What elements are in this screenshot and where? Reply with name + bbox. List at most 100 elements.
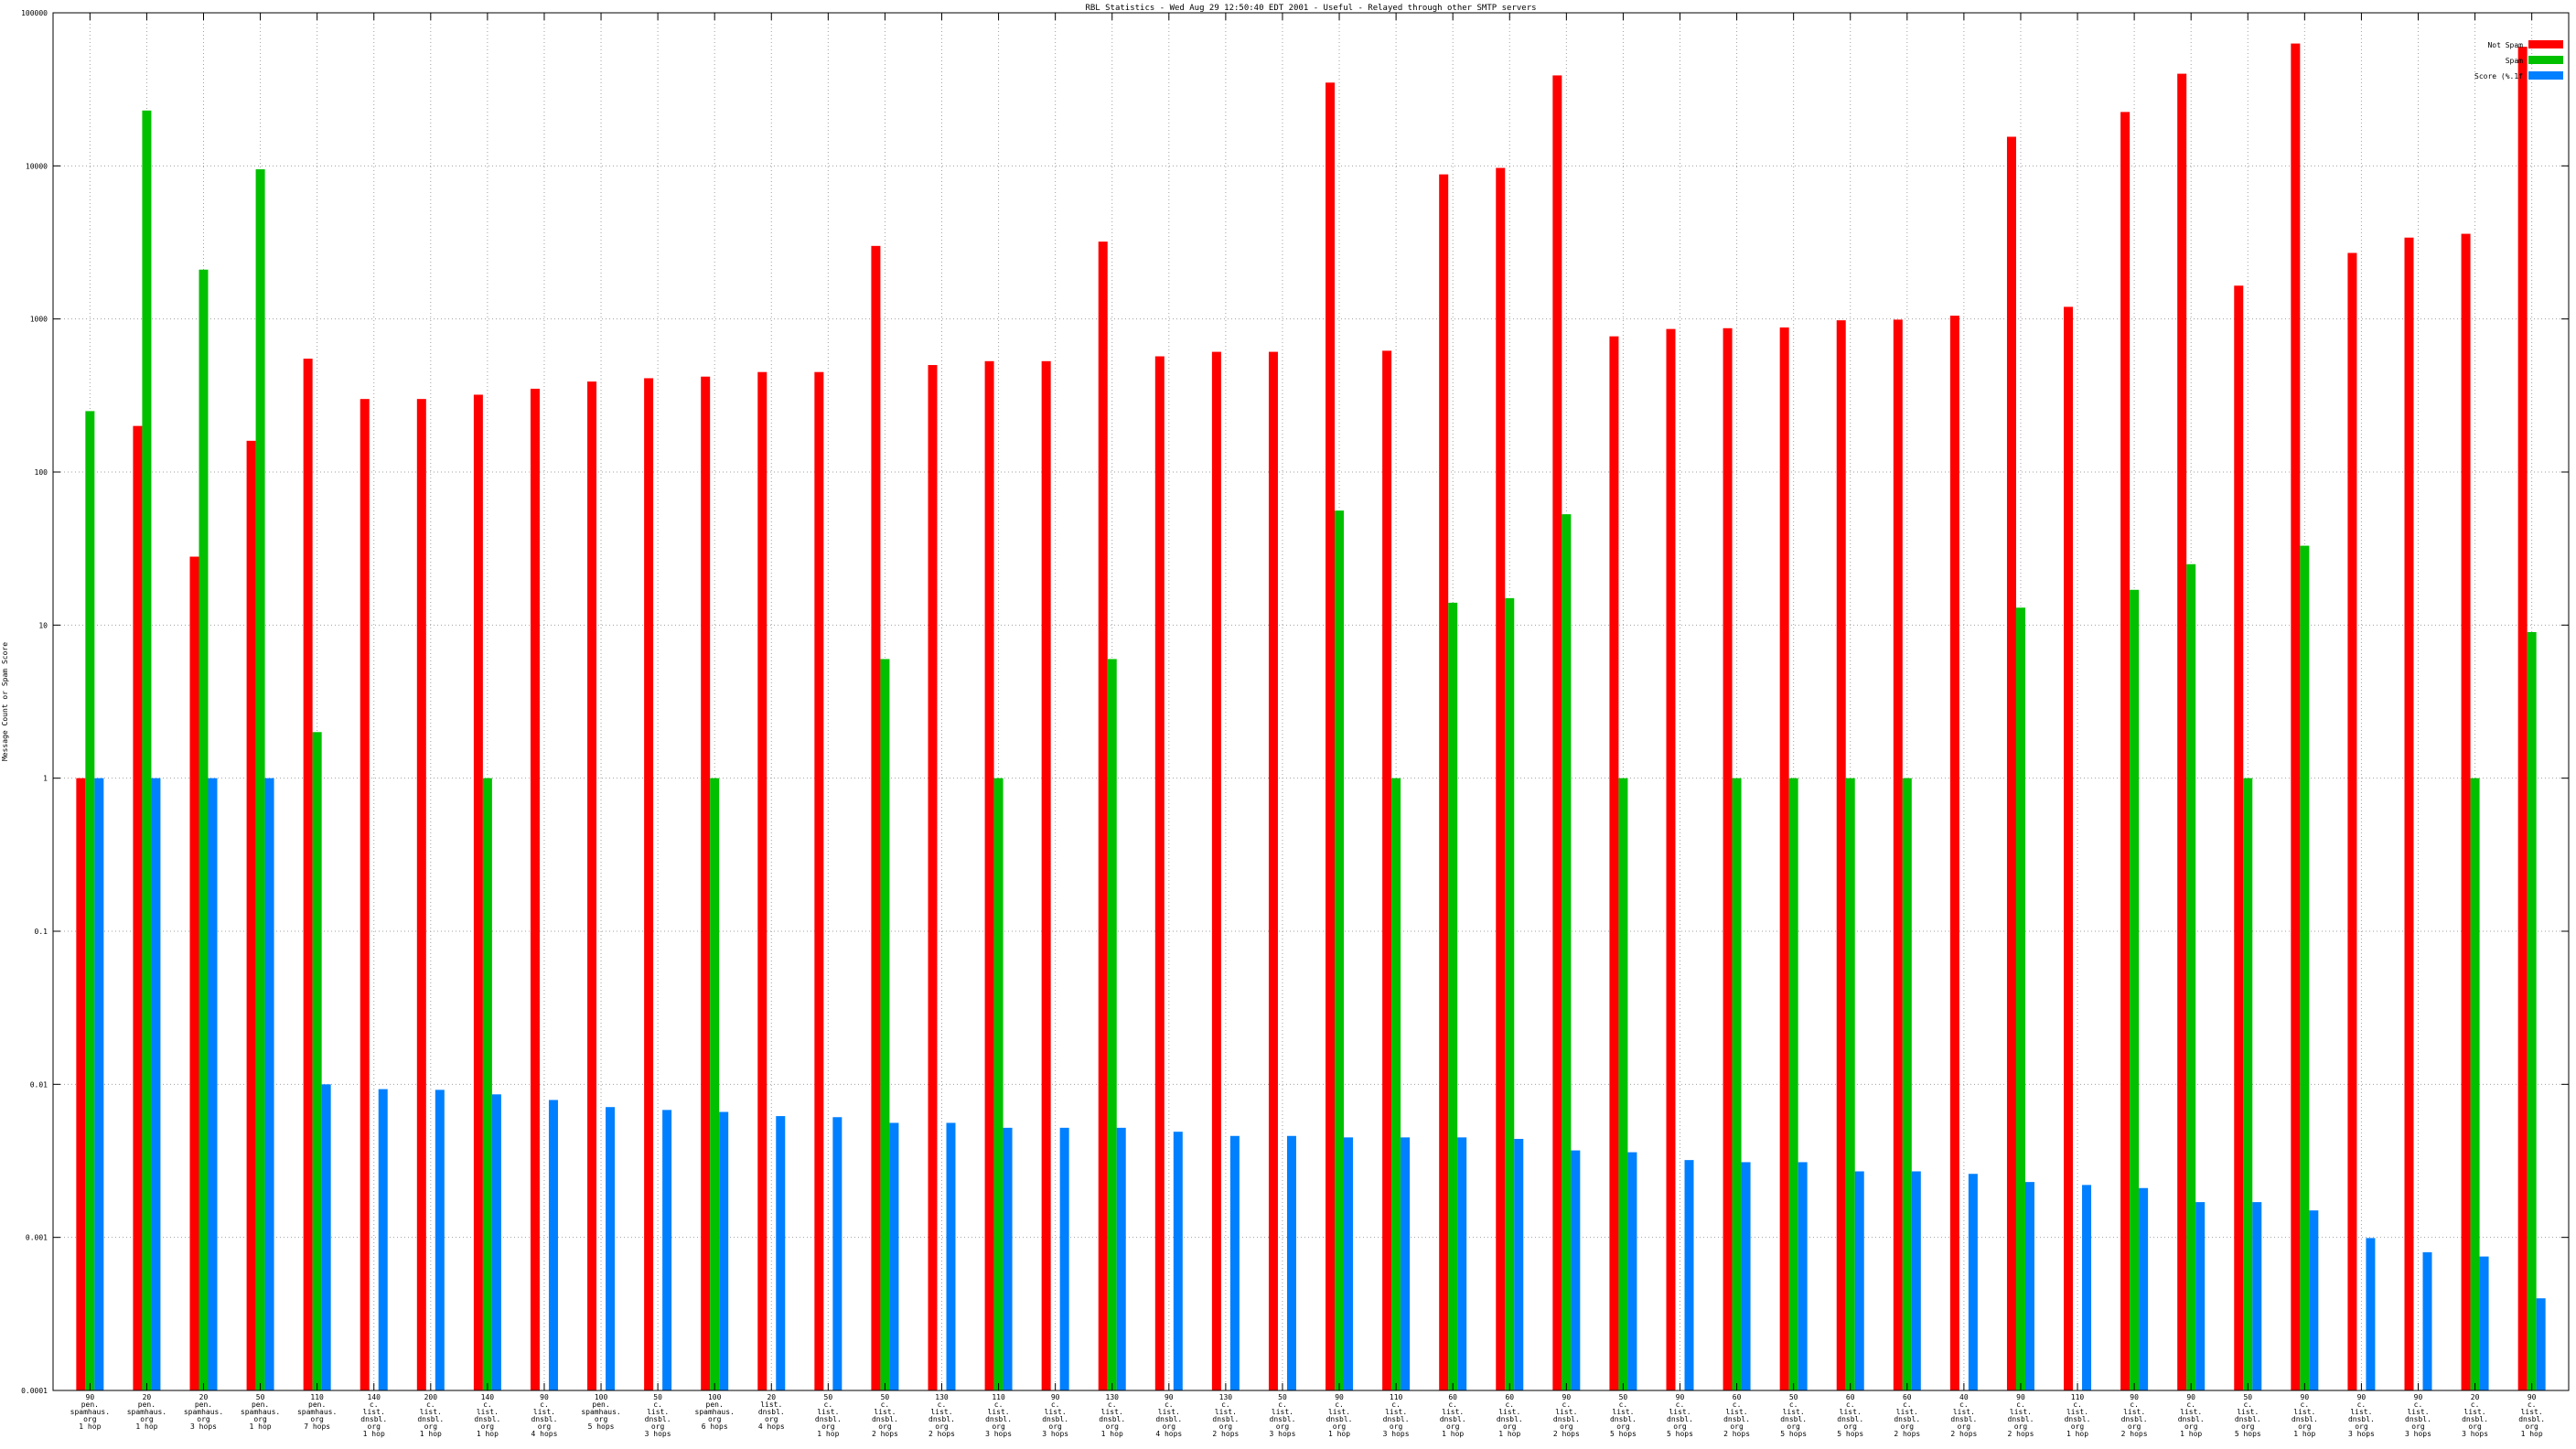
bar-not-spam: [1666, 328, 1676, 1391]
x-category-label-line: dnsbl.: [2462, 1415, 2488, 1423]
x-category-label-line: list.: [2407, 1408, 2429, 1416]
bar-not-spam: [1893, 319, 1903, 1391]
x-category-label-line: dnsbl.: [1894, 1415, 1920, 1423]
bar-score-1f: [1911, 1171, 1921, 1390]
x-category-label-line: dnsbl.: [531, 1415, 558, 1423]
bar-not-spam: [1609, 336, 1619, 1391]
x-category-label-line: 2 hops: [2008, 1430, 2034, 1438]
bar-not-spam: [1836, 320, 1846, 1391]
x-category-label: 110 c. list. dnsbl. org 3 hops: [1383, 1393, 1410, 1438]
x-category-label-line: org: [935, 1422, 949, 1431]
bar-spam: [1391, 778, 1401, 1390]
x-category-label-line: list.: [1385, 1408, 1407, 1416]
x-category-label-line: dnsbl.: [815, 1415, 842, 1423]
bar-score-1f: [264, 778, 274, 1390]
x-category-label-line: org: [2071, 1422, 2085, 1431]
x-category-label-line: list.: [1840, 1408, 1862, 1416]
legend-swatch: [2528, 56, 2563, 64]
bar-not-spam: [1779, 327, 1789, 1391]
bar-score-1f: [2479, 1256, 2489, 1390]
x-category-label-line: list.: [1726, 1408, 1748, 1416]
x-category-label: 100 pen. spamhaus. org 5 hops: [581, 1393, 620, 1431]
x-category-label-line: 90: [2186, 1393, 2195, 1401]
x-category-label-line: dnsbl.: [2121, 1415, 2148, 1423]
bar-not-spam: [2177, 73, 2187, 1391]
bar-spam: [1107, 659, 1117, 1390]
plot-frame: [52, 12, 2570, 1391]
x-category-label-line: dnsbl.: [474, 1415, 500, 1423]
x-category-label-line: 90: [2301, 1393, 2310, 1401]
bar-not-spam: [1154, 356, 1165, 1390]
x-category-label: 50 c. list. dnsbl. org 3 hops: [645, 1393, 671, 1438]
bar-not-spam: [1723, 327, 1733, 1390]
x-category-label: 140 c. list. dnsbl. org 1 hop: [360, 1393, 387, 1438]
bar-not-spam: [757, 371, 767, 1390]
x-category-label-line: dnsbl.: [2348, 1415, 2375, 1423]
x-category-label: 90 c. list. dnsbl. org 5 hops: [1667, 1393, 1693, 1438]
x-category-label-line: dnsbl.: [2292, 1415, 2318, 1423]
x-category-label: 50 c. list. dnsbl. org 5 hops: [1780, 1393, 1807, 1438]
x-category-label-line: 3 hops: [2348, 1430, 2375, 1438]
x-category-label-line: 50: [881, 1393, 890, 1401]
x-category-label-line: 110: [2071, 1393, 2085, 1401]
x-category-label-line: list.: [874, 1408, 896, 1416]
y-tick-label: 0.0001: [21, 1387, 48, 1395]
x-category-label: 20 pen. spamhaus. org 1 hop: [127, 1393, 166, 1431]
bar-score-1f: [946, 1122, 956, 1390]
x-category-label: 60 c. list. dnsbl. org 1 hop: [1440, 1393, 1466, 1438]
x-category-label-line: 90: [2357, 1393, 2367, 1401]
x-category-label-line: org: [765, 1415, 778, 1423]
x-category-label-line: pen.: [195, 1401, 212, 1409]
x-category-label-line: c.: [1278, 1401, 1287, 1409]
y-tick-label: 0.001: [26, 1234, 48, 1242]
x-category-label: 200 c. list. dnsbl. org 1 hop: [417, 1393, 444, 1438]
x-category-label-line: c.: [1391, 1401, 1401, 1409]
bar-score-1f: [1344, 1137, 1354, 1390]
x-category-label-line: org: [1333, 1422, 1347, 1431]
x-category-label-line: 2 hops: [1212, 1430, 1239, 1438]
bar-score-1f: [1741, 1162, 1751, 1390]
x-category-label-line: org: [595, 1415, 608, 1423]
x-category-label-line: org: [2525, 1422, 2538, 1431]
x-category-label: 20 list. dnsbl. org 4 hops: [758, 1393, 785, 1431]
x-category-label-line: org: [1787, 1422, 1800, 1431]
x-category-label-line: list.: [2123, 1408, 2145, 1416]
x-category-label-line: 1 hop: [79, 1422, 101, 1431]
bar-spam: [993, 778, 1004, 1390]
x-category-label-line: 140: [368, 1393, 381, 1401]
x-category-label-line: org: [2298, 1422, 2312, 1431]
x-category-label-line: 90: [2130, 1393, 2139, 1401]
x-category-label-line: dnsbl.: [1270, 1415, 1296, 1423]
bar-spam: [482, 778, 492, 1390]
x-category-label-line: c.: [2130, 1401, 2139, 1409]
bar-not-spam: [416, 399, 426, 1390]
bar-spam: [1902, 778, 1912, 1390]
x-category-label-line: spamhaus.: [581, 1408, 620, 1416]
x-category-label-line: 1 hop: [817, 1430, 839, 1438]
x-category-label-line: 3 hops: [2405, 1430, 2431, 1438]
bar-score-1f: [776, 1116, 786, 1390]
x-category-label: 50 pen. spamhaus. org 1 hop: [241, 1393, 280, 1431]
x-category-label-line: list.: [1215, 1408, 1237, 1416]
x-category-label-line: c.: [1733, 1401, 1742, 1409]
y-tick-label: 0.01: [30, 1080, 48, 1089]
x-category-label: 60 c. list. dnsbl. org 5 hops: [1837, 1393, 1863, 1438]
x-category-label-line: spamhaus.: [297, 1408, 337, 1416]
bar-score-1f: [1173, 1132, 1183, 1390]
x-category-label-line: list.: [1612, 1408, 1634, 1416]
x-category-label-line: org: [2128, 1422, 2141, 1431]
x-category-label-line: 3 hops: [190, 1422, 217, 1431]
x-category-label-line: list.: [2180, 1408, 2202, 1416]
x-category-label-line: 4 hops: [758, 1422, 785, 1431]
x-category-label-line: c.: [426, 1401, 435, 1409]
x-category-label-line: org: [651, 1422, 665, 1431]
x-category-label-line: dnsbl.: [1326, 1415, 1353, 1423]
x-category-label-line: list.: [817, 1408, 839, 1416]
bar-score-1f: [2422, 1251, 2432, 1390]
x-category-label-line: 3 hops: [1383, 1430, 1410, 1438]
bar-not-spam: [1211, 351, 1221, 1390]
x-category-label-line: dnsbl.: [360, 1415, 387, 1423]
x-category-label: 130 c. list. dnsbl. org 1 hop: [1099, 1393, 1125, 1438]
bar-not-spam: [2120, 112, 2131, 1390]
x-category-label: 90 c. list. dnsbl. org 2 hops: [1553, 1393, 1580, 1438]
